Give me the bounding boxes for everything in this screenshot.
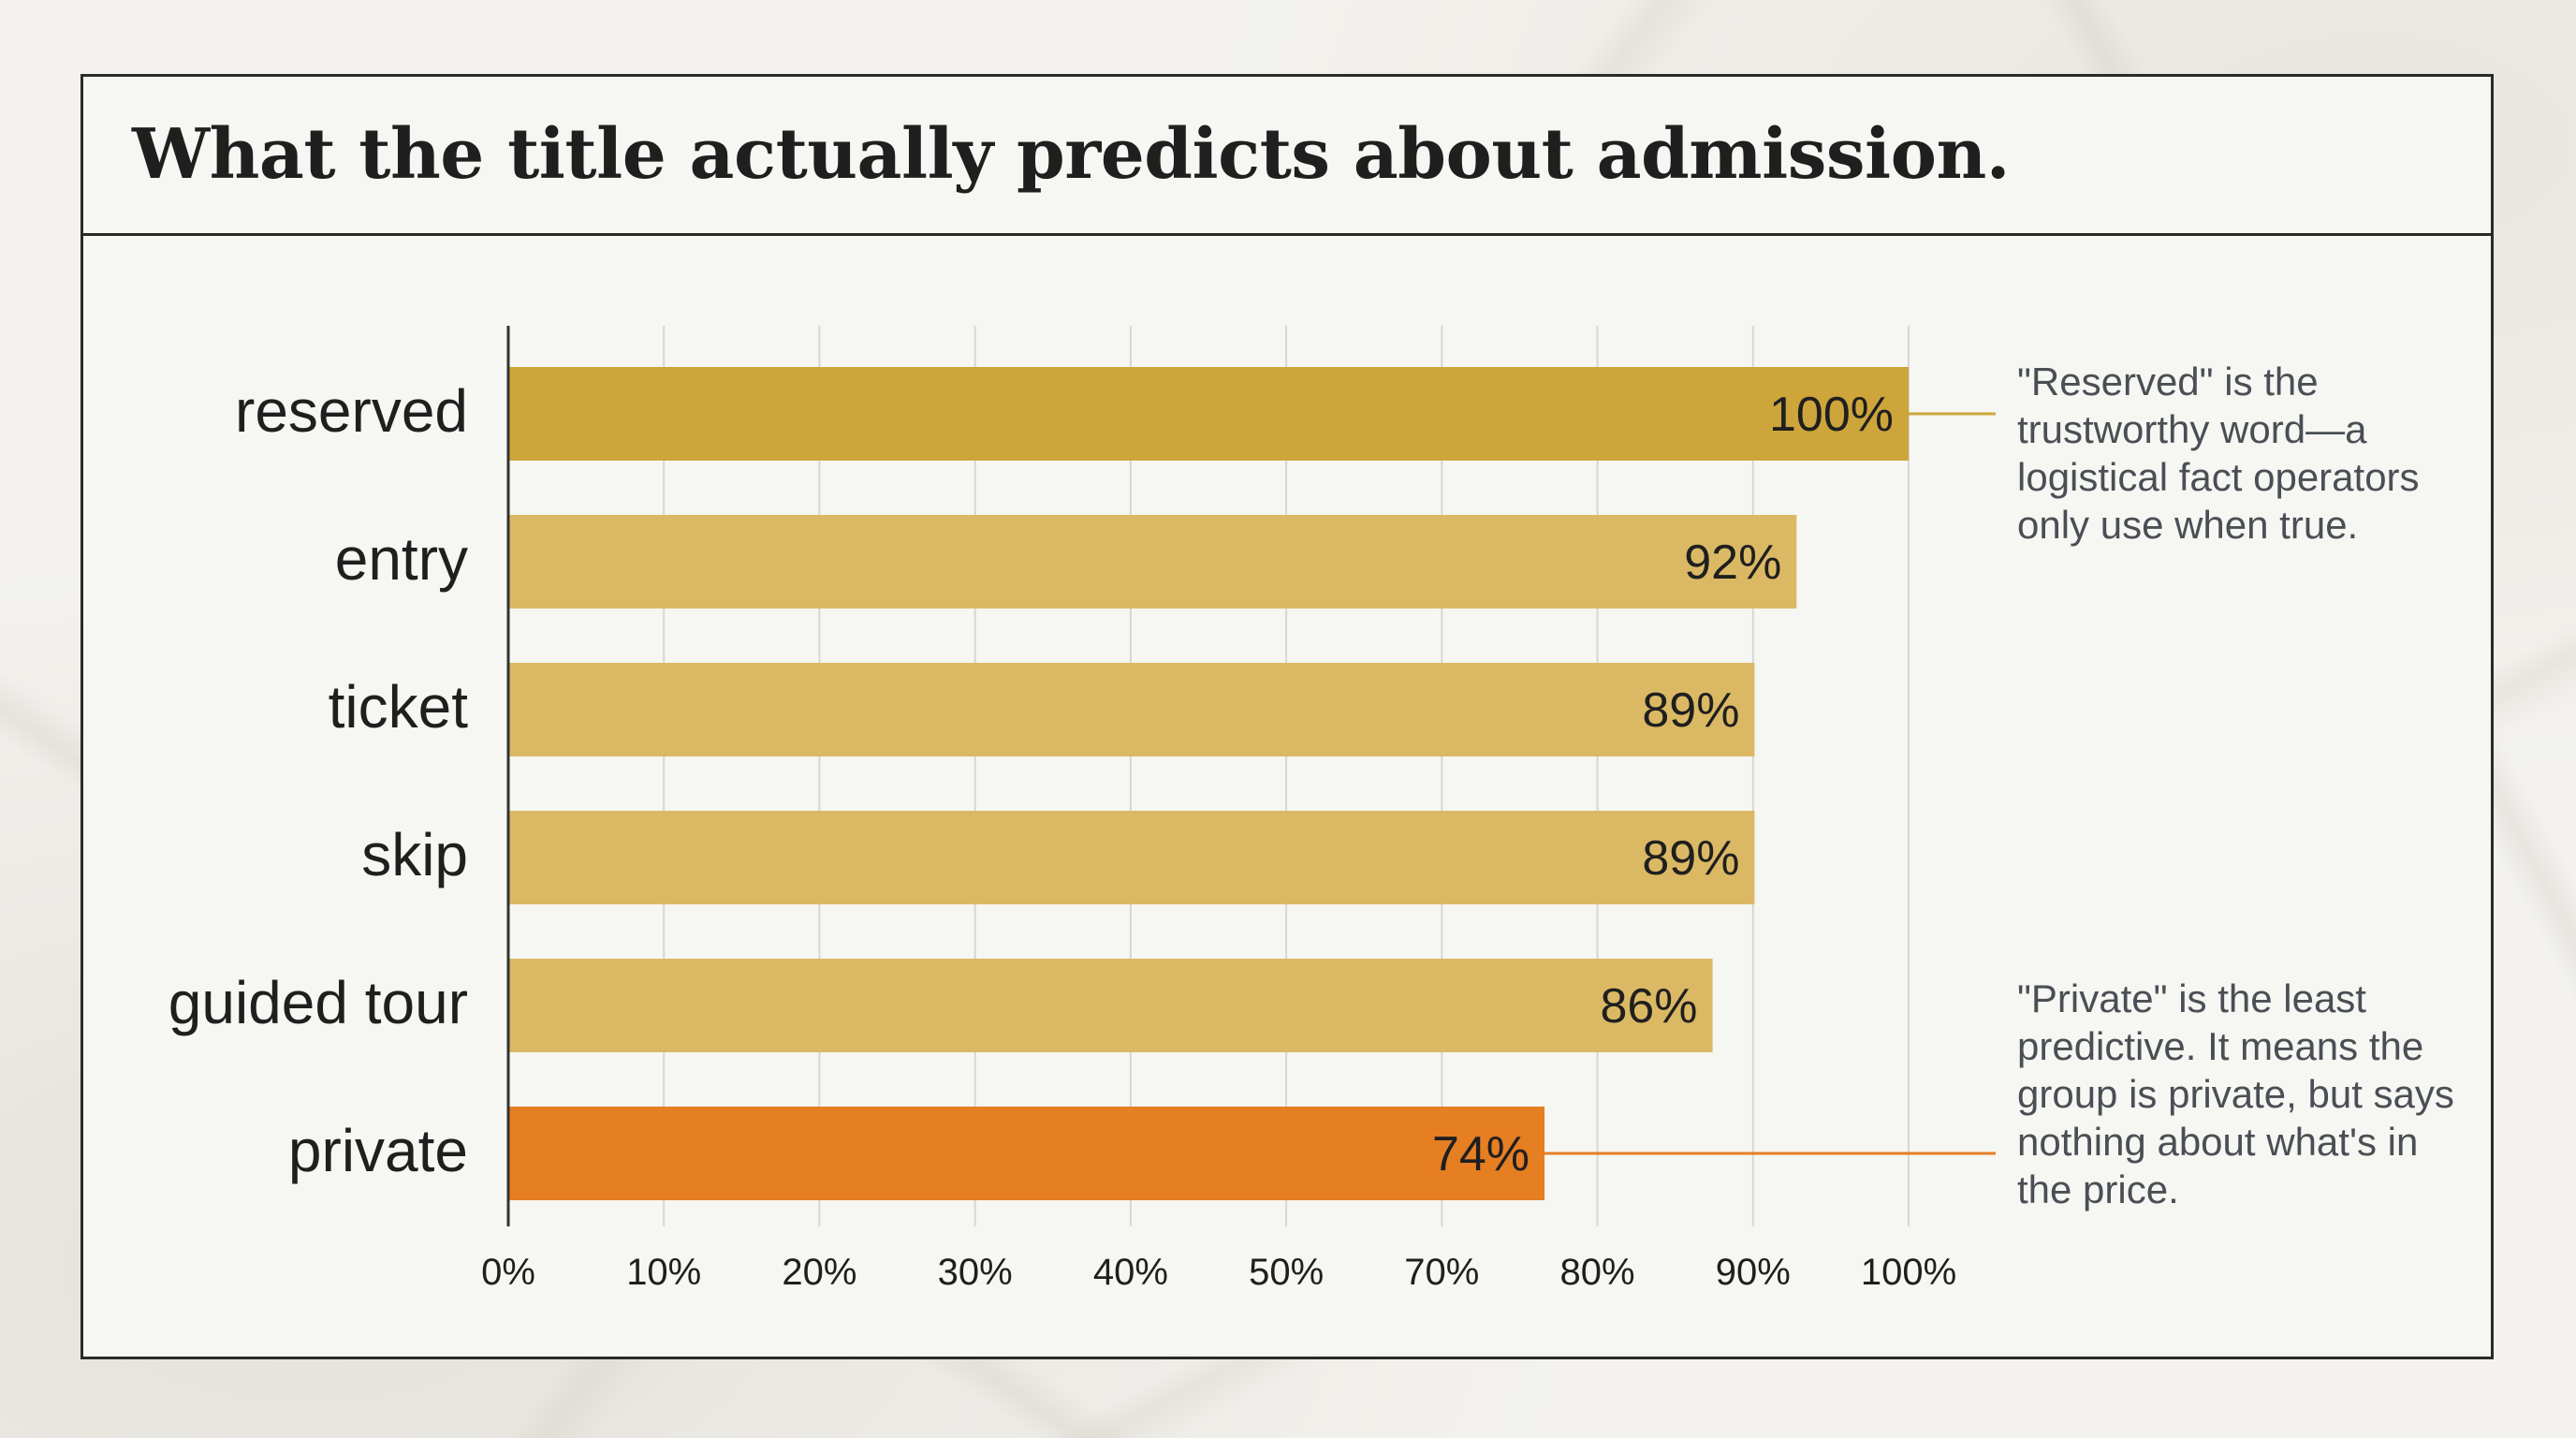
bar	[508, 1107, 1545, 1200]
x-tick-label: 40%	[1093, 1252, 1168, 1293]
x-tick-label: 100%	[1861, 1252, 1956, 1293]
category-label: guided tour	[168, 969, 468, 1036]
category-label: ticket	[329, 673, 469, 741]
data-label: 74%	[1432, 1127, 1530, 1181]
title-bar: What the title actually predicts about a…	[83, 77, 2491, 236]
bar	[508, 959, 1713, 1052]
bar	[508, 515, 1797, 609]
annotation-private: "Private" is the least predictive. It me…	[2017, 976, 2454, 1211]
x-tick-label: 10%	[626, 1252, 701, 1293]
chart-title: What the title actually predicts about a…	[132, 114, 2011, 195]
data-label: 92%	[1684, 536, 1781, 590]
data-label: 100%	[1769, 388, 1894, 442]
x-tick-label: 50%	[1249, 1252, 1324, 1293]
x-tick-label: 20%	[782, 1252, 856, 1293]
category-label: skip	[361, 821, 468, 888]
category-label: reserved	[235, 377, 468, 445]
x-tick-label: 0%	[481, 1252, 535, 1293]
data-label: 89%	[1642, 683, 1739, 738]
x-tick-label: 30%	[938, 1252, 1013, 1293]
data-label: 89%	[1642, 831, 1739, 886]
x-tick-label: 90%	[1716, 1252, 1791, 1293]
bar	[508, 663, 1755, 756]
x-tick-label: 80%	[1560, 1252, 1635, 1293]
category-label: entry	[335, 525, 468, 593]
x-tick-label: 70%	[1404, 1252, 1479, 1293]
category-label: private	[288, 1117, 468, 1184]
data-label: 86%	[1600, 979, 1697, 1034]
annotation-reserved: "Reserved" is the trustworthy word—a log…	[2017, 360, 2420, 547]
bar	[508, 367, 1909, 461]
bar	[508, 811, 1755, 904]
